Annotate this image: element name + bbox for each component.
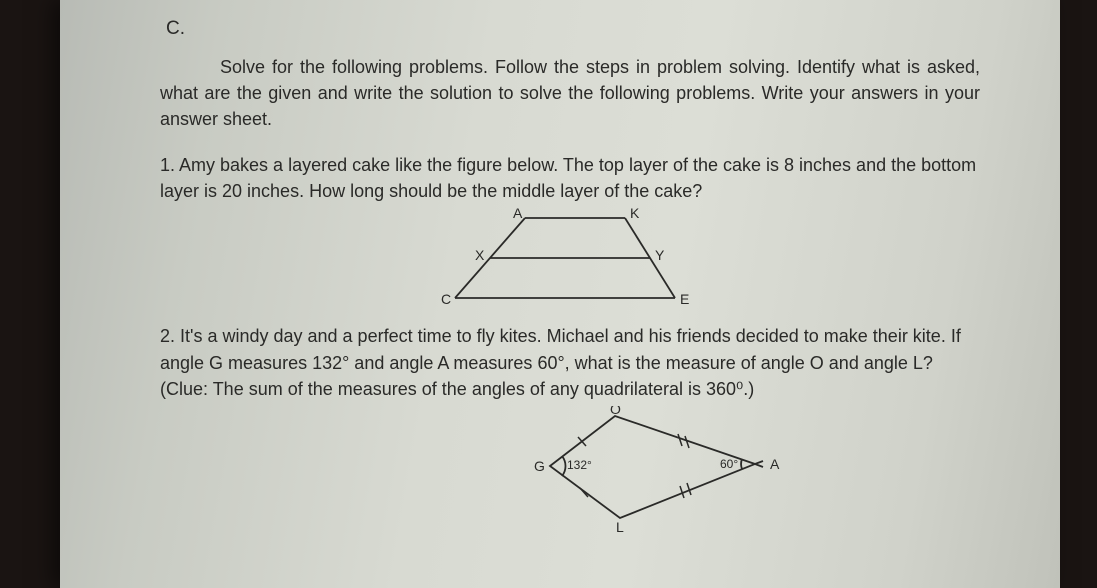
label-O: O — [610, 406, 621, 417]
label-G: G — [534, 458, 545, 474]
worksheet-content: C. Solve for the following problems. Fol… — [60, 0, 1060, 571]
label-E: E — [680, 291, 689, 307]
problem-1-text: 1. Amy bakes a layered cake like the fig… — [160, 152, 980, 204]
label-A: A — [770, 456, 780, 472]
angle-A-value: 60° — [720, 457, 738, 471]
instructions-paragraph: Solve for the following problems. Follow… — [160, 54, 980, 132]
problem-2-figure: G O A L 132° 60° — [160, 406, 980, 541]
label-A: A — [513, 208, 523, 221]
trapezoid-diagram: A K X Y C E — [435, 208, 705, 308]
section-letter: C. — [166, 18, 980, 40]
label-C: C — [441, 291, 451, 307]
problem-1-figure: A K X Y C E — [160, 208, 980, 313]
tick-OA-1 — [678, 434, 682, 446]
worksheet-paper: C. Solve for the following problems. Fol… — [60, 0, 1060, 588]
label-K: K — [630, 208, 640, 221]
label-Y: Y — [655, 247, 665, 263]
angle-arc-A — [741, 459, 742, 469]
vertex-A-mark — [755, 461, 763, 467]
angle-arc-G — [562, 456, 566, 476]
label-X: X — [475, 247, 485, 263]
kite-diagram: G O A L 132° 60° — [520, 406, 800, 536]
problem-2-text: 2. It's a windy day and a perfect time t… — [160, 323, 980, 401]
instructions-text: Solve for the following problems. Follow… — [160, 57, 980, 129]
label-L: L — [616, 519, 624, 535]
angle-G-value: 132° — [567, 458, 592, 472]
